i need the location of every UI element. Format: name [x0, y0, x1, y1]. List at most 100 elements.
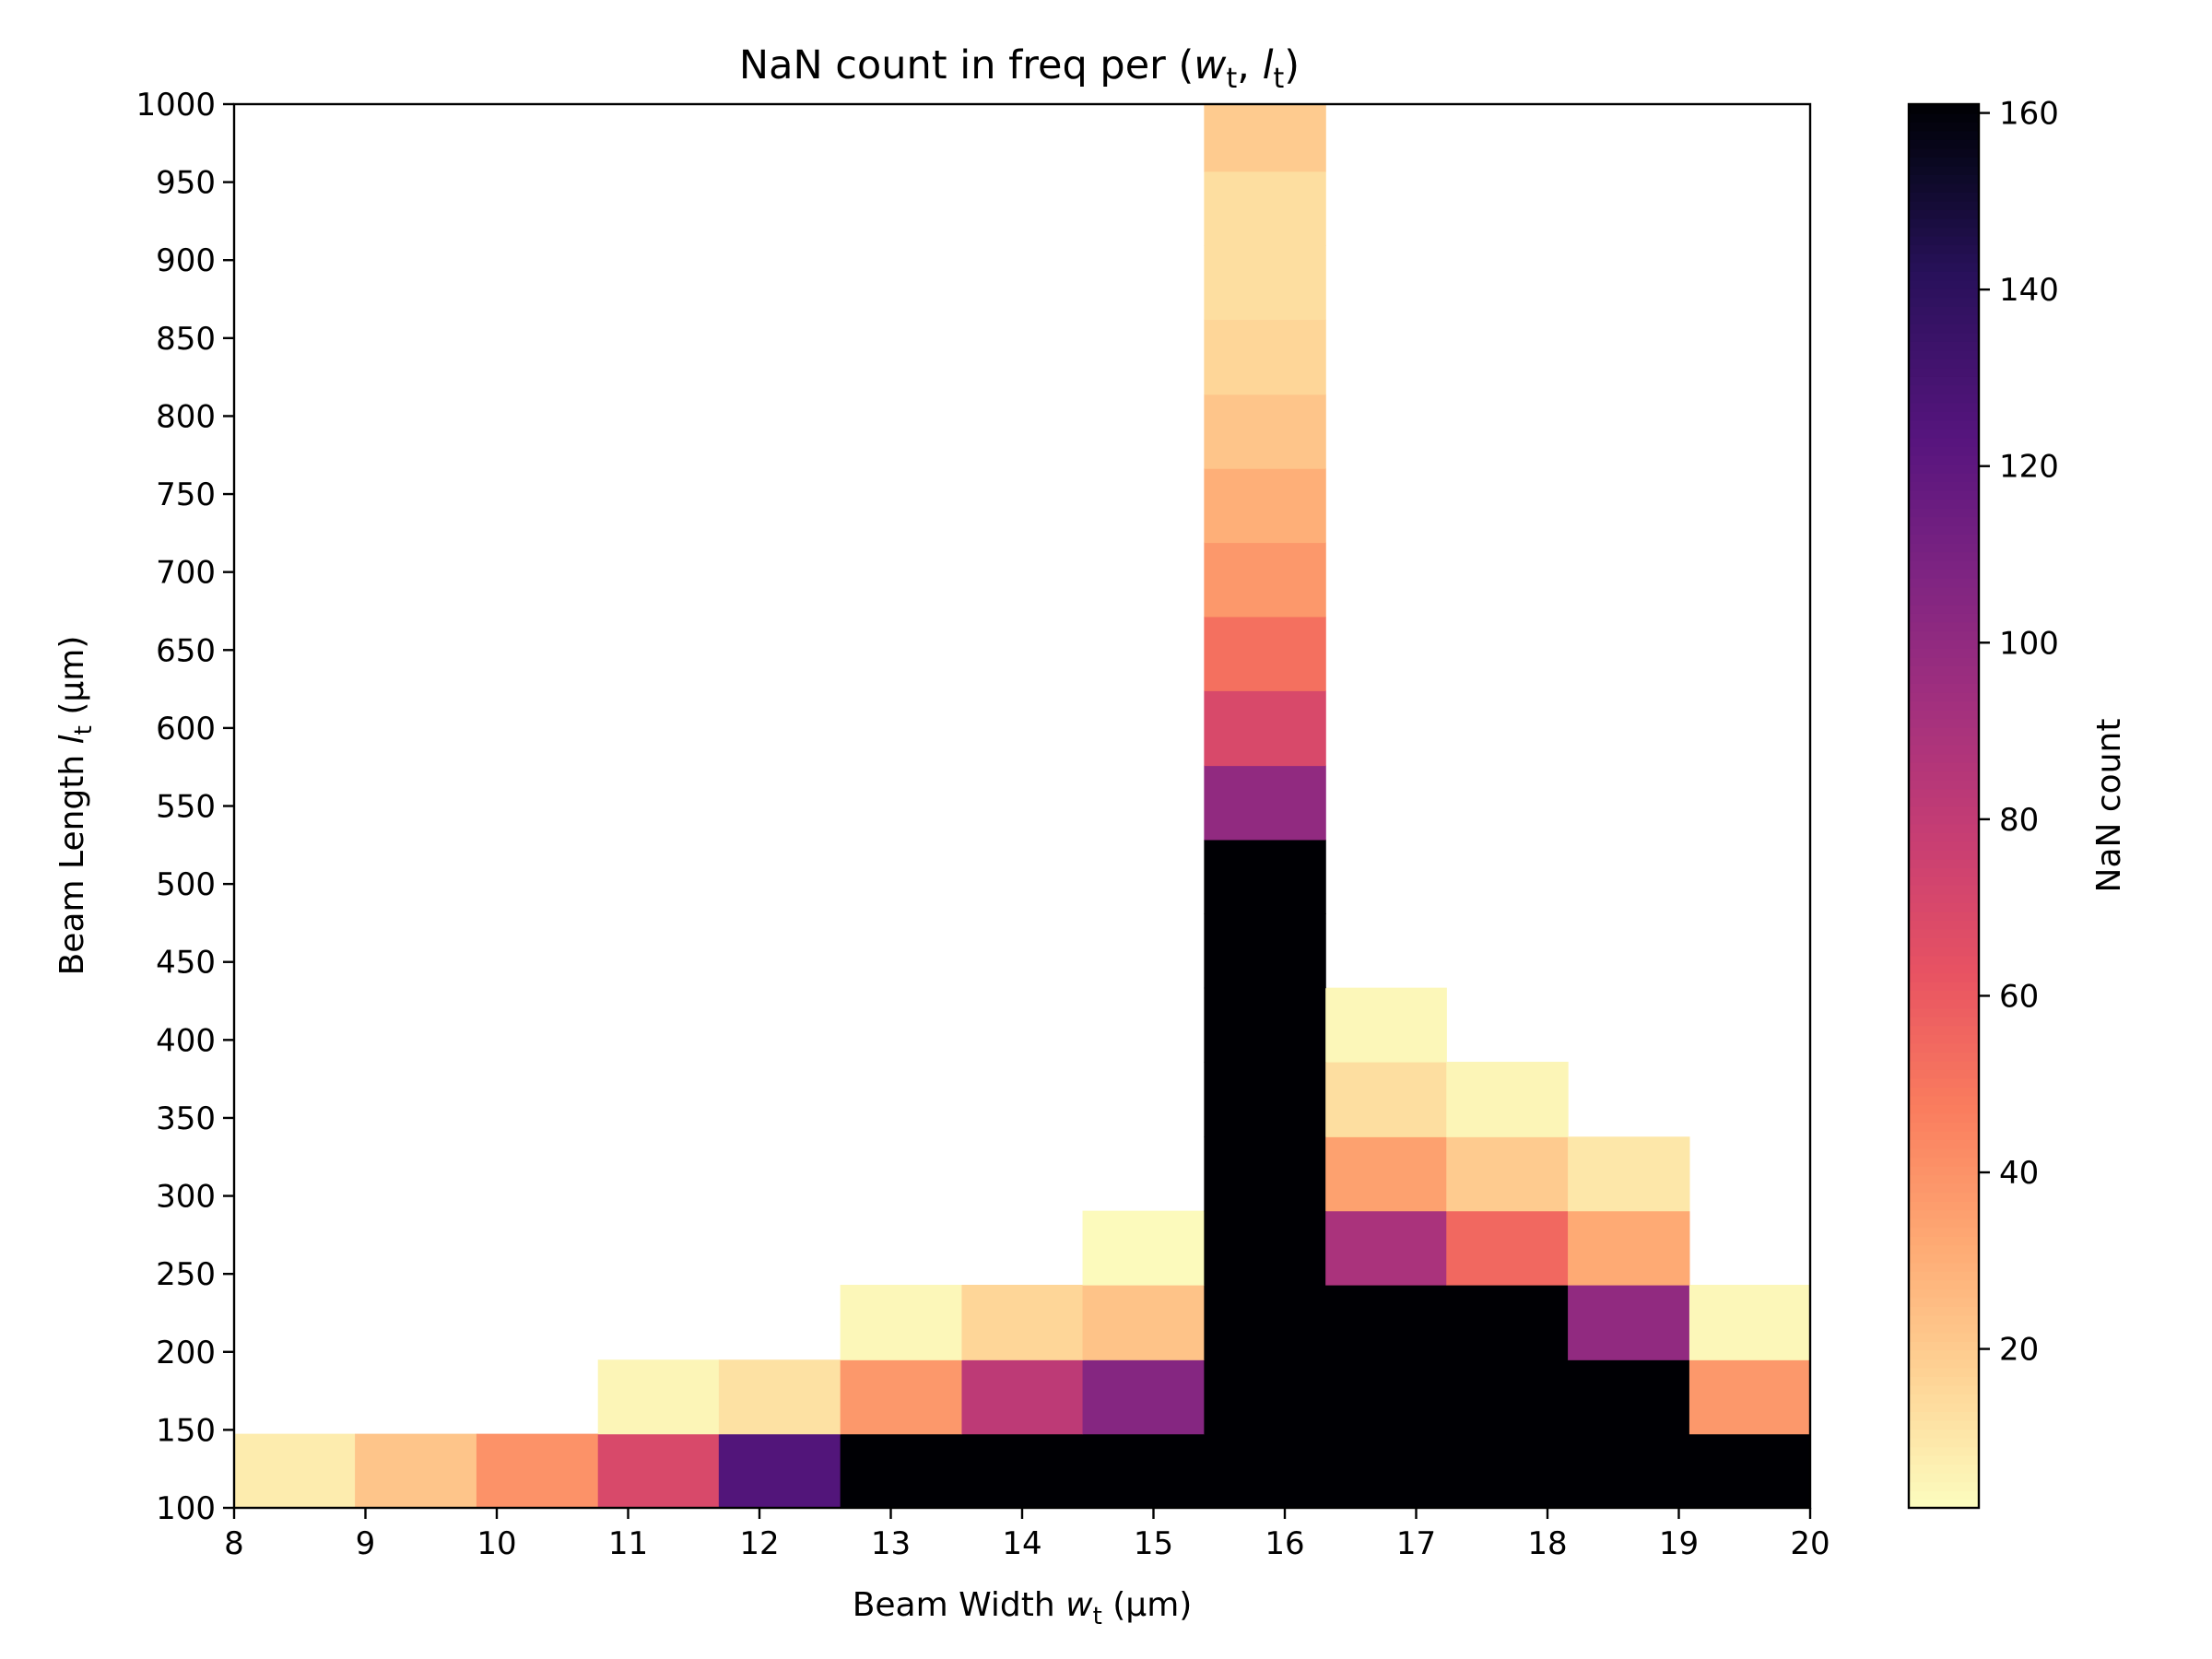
y-tick-label: 850 [156, 321, 216, 358]
heatmap-cell [1204, 319, 1326, 395]
colorbar-band [1909, 902, 1979, 912]
colorbar-band [1909, 779, 1979, 790]
colorbar-band [1909, 1429, 1979, 1439]
colorbar-band [1909, 244, 1979, 254]
colorbar-band [1909, 1174, 1979, 1184]
heatmap-cell [1325, 987, 1447, 1063]
heatmap-cell [961, 1285, 1084, 1360]
colorbar-band [1909, 735, 1979, 746]
colorbar-band [1909, 578, 1979, 588]
heatmap-cell [1204, 394, 1326, 469]
colorbar-band [1909, 542, 1979, 553]
colorbar-band [1909, 1182, 1979, 1194]
heatmap-cell [1325, 1285, 1447, 1360]
colorbar-band [1909, 104, 1979, 114]
heatmap-cell [234, 1433, 356, 1509]
y-tick-label: 750 [156, 477, 216, 513]
colorbar-tick-label: 60 [1999, 978, 2039, 1015]
heatmap-cell [1568, 1136, 1690, 1212]
colorbar-band [1909, 1332, 1979, 1342]
heatmap-cell [840, 1285, 963, 1360]
colorbar-band [1909, 209, 1979, 219]
colorbar-band [1909, 1227, 1979, 1237]
heatmap-cell [1204, 245, 1326, 321]
heatmap-cell [1446, 1285, 1569, 1360]
heatmap-cell [1204, 690, 1326, 767]
colorbar-band [1909, 1349, 1979, 1359]
colorbar-band [1909, 489, 1979, 500]
colorbar-band [1909, 1235, 1979, 1246]
colorbar-band [1909, 823, 1979, 833]
heatmap-cell [1204, 765, 1326, 841]
heatmap-cell [1204, 1136, 1326, 1212]
heatmap-cell [961, 1433, 1084, 1509]
heatmap-cell [1082, 1210, 1205, 1286]
heatmap-cell [1325, 1433, 1447, 1509]
colorbar-band [1909, 472, 1979, 483]
colorbar-band [1909, 1200, 1979, 1211]
colorbar-band [1909, 963, 1979, 974]
y-tick-label: 150 [156, 1412, 216, 1449]
x-axis-label: Beam Width wt (μm) [853, 1586, 1193, 1630]
colorbar-band [1909, 384, 1979, 394]
colorbar-band [1909, 147, 1979, 158]
y-tick-label: 400 [156, 1022, 216, 1059]
colorbar-band [1909, 376, 1979, 386]
x-tick-label: 18 [1527, 1525, 1567, 1562]
colorbar-band [1909, 1060, 1979, 1070]
colorbar-band [1909, 1464, 1979, 1474]
heatmap-cell [1204, 542, 1326, 618]
heatmap-cells [234, 104, 1811, 1509]
colorbar-band [1909, 419, 1979, 429]
colorbar-band [1909, 796, 1979, 807]
colorbar-band [1909, 1384, 1979, 1395]
colorbar-band [1909, 305, 1979, 316]
colorbar-band [1909, 253, 1979, 264]
colorbar-band [1909, 218, 1979, 229]
x-tick-label: 14 [1002, 1525, 1041, 1562]
heatmap-cell [1082, 1359, 1205, 1435]
x-tick-label: 15 [1134, 1525, 1173, 1562]
colorbar-band [1909, 604, 1979, 614]
colorbar-band [1909, 648, 1979, 658]
colorbar-band [1909, 718, 1979, 728]
colorbar-band [1909, 586, 1979, 596]
colorbar-bands [1909, 104, 1979, 1509]
colorbar-band [1909, 893, 1979, 904]
colorbar-band [1909, 437, 1979, 448]
heatmap-cell [1325, 1136, 1447, 1212]
colorbar-band [1909, 1288, 1979, 1299]
colorbar-band [1909, 1147, 1979, 1159]
heatmap-cell [840, 1359, 963, 1435]
colorbar-band [1909, 1112, 1979, 1123]
colorbar-band [1909, 771, 1979, 781]
colorbar-tick-label: 120 [1999, 449, 2059, 486]
heatmap-cell [1568, 1359, 1690, 1435]
colorbar-band [1909, 1419, 1979, 1430]
colorbar-tick-label: 80 [1999, 802, 2039, 839]
colorbar-band [1909, 788, 1979, 798]
colorbar-band [1909, 165, 1979, 175]
colorbar-band [1909, 227, 1979, 237]
colorbar-band [1909, 806, 1979, 816]
colorbar-band [1909, 876, 1979, 886]
heatmap-cell [1446, 1136, 1569, 1212]
colorbar-band [1909, 981, 1979, 992]
colorbar-band [1909, 832, 1979, 842]
heatmap-cell [840, 1433, 963, 1509]
colorbar-band [1909, 691, 1979, 702]
y-tick-label: 350 [156, 1100, 216, 1137]
colorbar-band [1909, 1007, 1979, 1018]
colorbar-band [1909, 174, 1979, 184]
colorbar-band [1909, 1454, 1979, 1465]
heatmap-cell [718, 1359, 841, 1435]
colorbar-band [1909, 621, 1979, 631]
heatmap-cell [1204, 839, 1326, 914]
y-tick-label: 600 [156, 711, 216, 747]
heatmap-cell [1568, 1210, 1690, 1286]
y-tick-label: 700 [156, 555, 216, 592]
colorbar-band [1909, 235, 1979, 246]
x-tick-label: 9 [356, 1525, 376, 1562]
heatmap-cell [1204, 1285, 1326, 1360]
colorbar-band [1909, 1376, 1979, 1386]
